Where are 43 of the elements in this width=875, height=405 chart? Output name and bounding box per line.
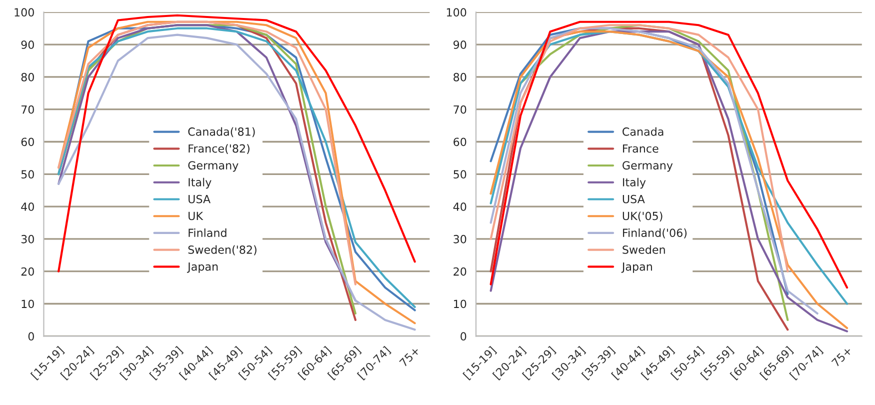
- y-tick-label: 60: [454, 138, 466, 146]
- y-tick-label: 20: [454, 267, 466, 276]
- y-tick-label: 0: [28, 332, 34, 341]
- y-tick-label: 20: [21, 267, 34, 276]
- y-tick-label: 30: [454, 234, 466, 244]
- legend-label: UK: [188, 212, 204, 220]
- y-tick-label: 70: [21, 105, 34, 114]
- legend-label: USA: [622, 194, 645, 204]
- x-tick-label: 75+: [831, 346, 852, 368]
- legend-label: UK('05): [622, 212, 662, 222]
- legend-label: Germany: [622, 161, 673, 172]
- y-tick-label: 100: [446, 8, 466, 17]
- y-tick-label: 30: [21, 234, 34, 244]
- legend-label: Canada('81): [188, 127, 255, 138]
- y-tick-label: 90: [21, 40, 34, 49]
- legend-label: Sweden: [622, 245, 665, 254]
- y-tick-label: 10: [22, 300, 34, 308]
- legend-label: Finland: [188, 228, 226, 238]
- y-tick-label: 10: [454, 300, 466, 308]
- y-tick-label: 50: [21, 170, 34, 179]
- y-tick-label: 60: [21, 138, 34, 146]
- legend-label: France('82): [188, 144, 250, 154]
- legend-label: Finland('06): [623, 228, 687, 238]
- y-tick-label: 70: [454, 105, 466, 114]
- legend-label: USA: [188, 194, 211, 204]
- y-tick-label: 80: [454, 72, 466, 82]
- y-tick-label: 0: [460, 332, 466, 341]
- legend-label: Italy: [188, 178, 212, 189]
- legend-label: Sweden('82): [188, 245, 256, 256]
- legend-label: Italy: [623, 178, 646, 189]
- y-tick-label: 90: [454, 40, 466, 49]
- y-tick-label: 50: [454, 170, 466, 179]
- legend-label: Canada: [622, 127, 664, 136]
- legend-label: Germany: [188, 161, 238, 172]
- line-series: [58, 14, 416, 272]
- y-tick-label: 40: [453, 202, 466, 211]
- y-tick-label: 80: [21, 72, 34, 82]
- y-tick-label: 40: [21, 202, 34, 211]
- legend-label: France: [623, 144, 658, 153]
- y-tick-label: 100: [14, 8, 34, 17]
- legend-label: Japan: [187, 262, 218, 273]
- legend-label: Japan: [621, 262, 652, 273]
- x-tick-label: 75+: [399, 346, 420, 368]
